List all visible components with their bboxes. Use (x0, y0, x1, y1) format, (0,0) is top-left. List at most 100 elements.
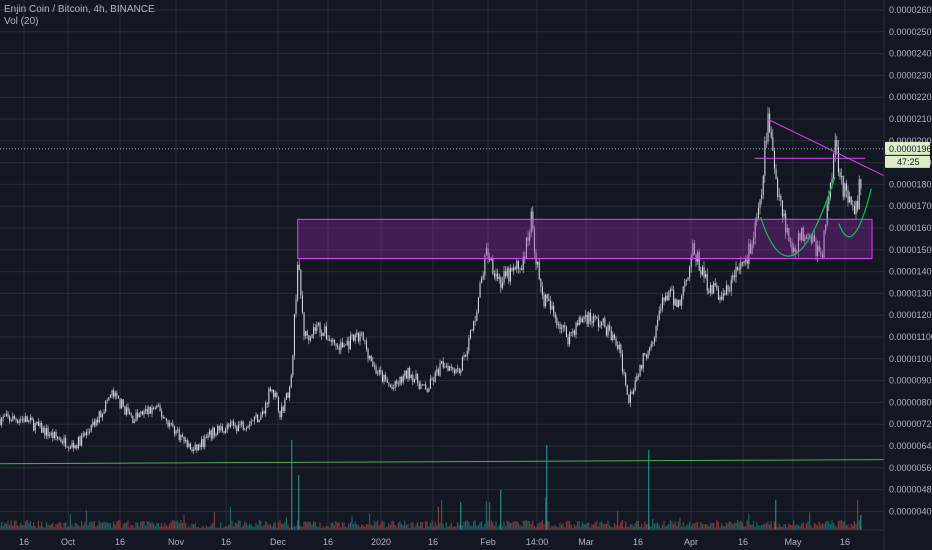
candle-body (21, 418, 23, 420)
volume-bar (834, 525, 836, 530)
candle-body (519, 268, 521, 270)
candle-body (42, 427, 44, 433)
volume-bar (693, 523, 695, 530)
candle-body (476, 312, 478, 321)
volume-bar (573, 524, 575, 530)
volume-bar (778, 523, 780, 530)
volume-indicator-label[interactable]: Vol (20) (4, 16, 39, 27)
candle-body (239, 424, 241, 425)
volume-bar (469, 525, 471, 530)
volume-bar (28, 523, 30, 530)
candle-body (69, 447, 71, 449)
volume-bar (321, 527, 323, 530)
volume-bar (820, 524, 822, 530)
volume-bar (378, 525, 380, 530)
volume-bar (335, 520, 337, 530)
volume-bar (301, 527, 303, 530)
volume-bar (85, 510, 87, 530)
candle-body (601, 321, 603, 326)
candle-body (253, 416, 255, 421)
candle-body (50, 432, 52, 436)
candle-body (229, 422, 231, 427)
candle-body (23, 418, 25, 422)
candle-body (103, 411, 105, 414)
time-tick-label: 16 (633, 537, 643, 547)
candle-body (418, 382, 420, 389)
volume-bar (172, 520, 174, 530)
volume-bar (596, 520, 598, 530)
candle-body (242, 421, 244, 430)
volume-bar (695, 522, 697, 530)
candle-body (498, 277, 500, 279)
candle-body (777, 178, 779, 197)
candle-body (85, 431, 87, 436)
volume-bar (218, 527, 220, 530)
time-axis[interactable]: 16 Oct 16 Nov 16 Dec 16 2020 16 Feb 14:00 Mar 16 Apr 1… (0, 529, 884, 547)
candle-body (183, 436, 185, 442)
price-tick-label: 0.00000800 (889, 397, 932, 407)
candle-body (345, 344, 347, 346)
symbol-title[interactable]: Enjin Coin / Bitcoin, 4h, BINANCE (4, 4, 155, 15)
candle-body (684, 281, 686, 287)
candle-body (836, 140, 838, 148)
volume-bar (825, 521, 827, 530)
candle-body (599, 325, 601, 327)
candle-body (469, 330, 471, 339)
candle-body (652, 342, 654, 345)
volume-bar (609, 525, 611, 530)
volume-bar (634, 523, 636, 530)
candle-body (129, 411, 131, 415)
price-tag-box (885, 141, 930, 155)
volume-bar (461, 525, 463, 530)
candle-body (855, 201, 857, 214)
volume-bar (551, 525, 553, 530)
volume-bar (629, 524, 631, 530)
candle-body (463, 355, 465, 358)
candle-body (663, 297, 665, 301)
volume-bar (442, 524, 444, 530)
volume-bar (0, 526, 1, 530)
price-axis[interactable]: 0.00002600 0.00002500 0.00002400 0.00002300… (883, 0, 932, 550)
candle-body (525, 237, 527, 259)
candle-body (201, 439, 203, 447)
candle-body (87, 431, 89, 433)
candle-body (817, 245, 819, 256)
volume-bar (221, 527, 223, 530)
candle-body (111, 390, 113, 396)
volume-bar (492, 522, 494, 530)
volume-bar (543, 524, 545, 530)
candle-body (36, 421, 38, 424)
candle-body (551, 305, 553, 310)
volume-bar (684, 526, 686, 530)
candle-body (665, 295, 667, 301)
candle-body (706, 274, 708, 291)
candle-body (330, 339, 332, 342)
volume-bar (514, 521, 516, 530)
volume-bar (201, 527, 203, 530)
volume-bar (549, 527, 551, 530)
candle-body (167, 420, 169, 427)
volume-bar (228, 524, 230, 530)
volume-bar (308, 521, 310, 530)
candle-body (293, 314, 295, 356)
candle-body (58, 438, 60, 440)
candle-body (858, 179, 860, 210)
candle-body (215, 434, 217, 436)
volume-bar (265, 521, 267, 530)
volume-bar (668, 523, 670, 530)
volume-bar (562, 523, 564, 530)
volume-bar (794, 525, 796, 530)
volume-bar (764, 523, 766, 530)
volume-bar (52, 522, 54, 530)
volume-bar (82, 525, 84, 530)
candle-body (754, 221, 756, 238)
volume-bar (733, 522, 735, 530)
candle-body (329, 339, 331, 341)
candle-body (125, 407, 127, 415)
candle-body (257, 414, 259, 423)
candle-body (29, 417, 31, 421)
candle-body (26, 416, 28, 422)
volume-bar (842, 521, 844, 530)
